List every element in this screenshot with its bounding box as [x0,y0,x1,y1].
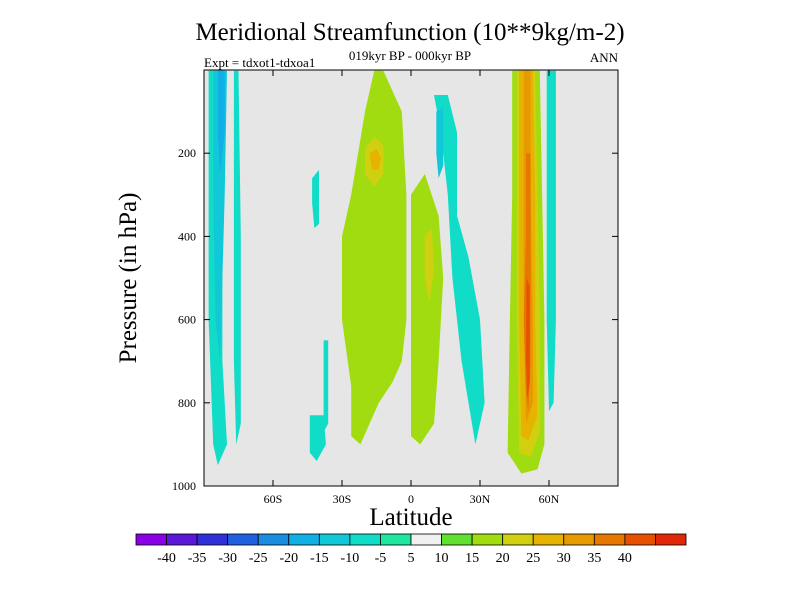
season-label: ANN [590,50,619,65]
colorbar-swatch [349,533,381,546]
x-tick-label: 30N [470,492,491,506]
contour-region-sh-strip-e [323,340,329,432]
x-tick-label: 60S [264,492,283,506]
colorbar-tick-label: -40 [157,551,176,566]
x-axis-label: Latitude [369,504,452,531]
x-tick-label: 0 [408,492,414,506]
contour-region-sh-blob-c [312,169,319,229]
colorbar-tick-label: 20 [496,551,510,566]
y-tick-label: 600 [178,313,196,327]
colorbar-tick-label: 35 [587,551,601,566]
chart-title: Meridional Streamfunction (10**9kg/m-2) [195,19,624,46]
contour-region-sh-blob-d [309,415,326,461]
colorbar-swatch [196,533,229,546]
y-tick-label: 1000 [172,479,196,493]
colorbar-swatch [624,533,656,546]
colorbar-swatch [563,533,595,546]
contour-region-sh-cell-b [233,70,241,445]
colorbar-swatch [593,533,626,546]
x-tick-label: 30S [333,492,352,506]
colorbar-swatch [532,533,565,546]
colorbar-tick-label: 40 [618,551,632,566]
colorbar-swatch [502,533,534,546]
colorbar-tick-label: -30 [218,551,237,566]
contour-region-nh-polar-negative [546,70,556,412]
colorbar-swatch [288,533,320,546]
colorbar-tick-label: 10 [435,551,449,566]
colorbar-tick-label: -15 [310,551,329,566]
colorbar-tick-label: 25 [526,551,540,566]
colorbar-swatch [471,533,504,546]
colorbar-swatch [380,533,412,546]
colorbar-swatch [166,533,198,546]
colorbar-tick-label: -20 [279,551,298,566]
experiment-label: Expt = tdxot1-tdxoa1 [204,55,315,70]
contour-region-equatorial-positive-core [424,228,434,303]
chart-subtitle: 019kyr BP - 000kyr BP [349,48,471,63]
colorbar-tick-label: -5 [375,551,387,566]
x-axis-ticks: 60S 30S 0 30N 60N [264,70,560,506]
y-tick-label: 200 [178,146,196,160]
y-tick-label: 400 [178,229,196,243]
plot-area: 60S 30S 0 30N 60N 200 400 600 800 1000 [172,69,619,506]
contour-region-sh-polar-cell-a-center [217,70,225,174]
colorbar-swatch [135,533,167,546]
contour-region-tropical-positive [342,70,407,445]
contour-region-tropical-positive-center [369,149,382,170]
y-tick-label: 800 [178,396,196,410]
contour-region-nh-tropical-negative-core [436,107,444,179]
colorbar-tick-label: 5 [408,551,415,566]
colorbar-swatch [227,533,259,546]
colorbar-swatch [410,533,442,546]
colorbar-tick-label: -35 [188,551,207,566]
y-axis-ticks: 200 400 600 800 1000 [172,146,618,493]
x-tick-label: 60N [539,492,560,506]
y-axis-label: Pressure (in hPa) [115,193,142,364]
contour-region-sh-polar-cell-a-core [213,70,227,362]
colorbar-swatch [441,533,473,546]
contour-region-nh-ferrel-35 [526,278,530,399]
colorbar-tick-label: 15 [465,551,479,566]
colorbar-swatch [655,533,687,546]
contour-region-nh-tropical-negative [434,95,485,445]
contour-fills [208,70,556,474]
colorbar-tick-label: -10 [341,551,360,566]
colorbar-swatch [257,533,290,546]
colorbar-tick-label: 30 [557,551,571,566]
colorbar: -40 -35 -30 -25 -20 -15 -10 -5 5 10 15 20 25 30 35 40 [135,533,687,566]
colorbar-swatch [318,533,351,546]
colorbar-tick-label: -25 [249,551,268,566]
contour-region-equatorial-positive [411,174,444,445]
